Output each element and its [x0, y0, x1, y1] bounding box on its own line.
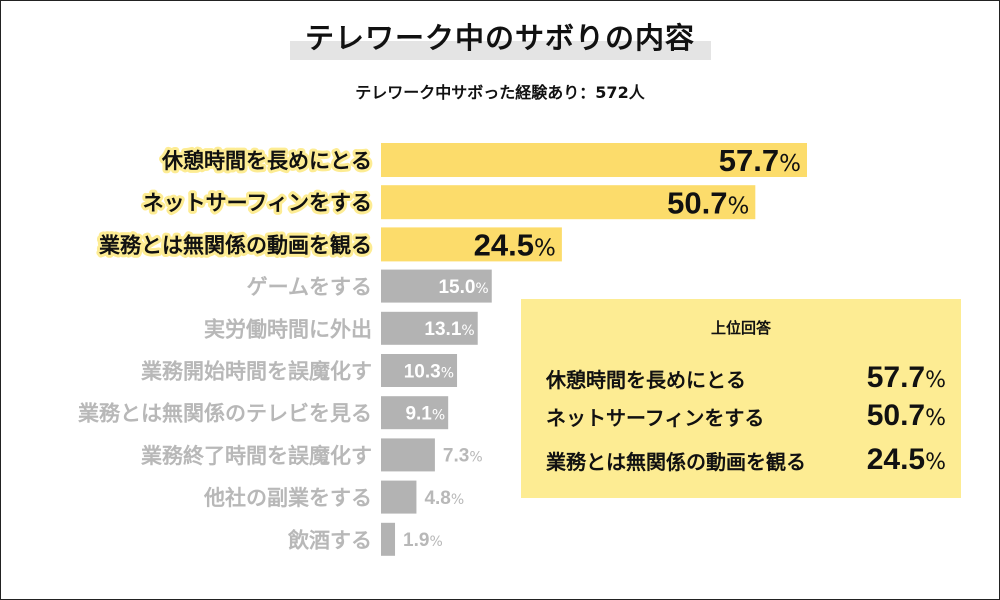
top-answer-label: 業務とは無関係の動画を観る: [546, 450, 806, 474]
value-unit: %: [451, 492, 464, 508]
top-answers-title: 上位回答: [710, 319, 771, 337]
value-number: 7.3: [443, 446, 469, 467]
top-answer-unit: %: [925, 406, 946, 431]
value-label: 57.7%: [719, 143, 801, 178]
value-label: 24.5%: [474, 228, 556, 263]
value-label: 7.3%: [443, 446, 483, 467]
chart-subtitle: テレワーク中サボった経験あり：572人: [355, 83, 645, 102]
bar: [381, 396, 449, 430]
bar: [381, 438, 435, 472]
top-answer-unit: %: [925, 450, 946, 475]
category-label: ネットサーフィンをする: [143, 191, 372, 215]
top-answer-value: 57.7%: [867, 361, 946, 395]
value-unit: %: [534, 236, 556, 262]
value-label: 4.8%: [424, 488, 464, 509]
value-number: 15.0: [438, 277, 475, 298]
value-number: 50.7: [667, 185, 727, 220]
bar: [381, 522, 396, 556]
category-label: 業務とは無関係の動画を観る: [99, 233, 372, 257]
top-answer-number: 57.7: [866, 361, 926, 394]
value-unit: %: [461, 323, 474, 339]
value-label: 15.0%: [438, 277, 488, 298]
bar: [381, 227, 562, 262]
category-label: 飲酒する: [287, 528, 372, 552]
bar: [381, 185, 756, 220]
value-number: 1.9: [403, 530, 429, 551]
category-label: 業務終了時間を誤魔化す: [141, 444, 372, 468]
top-answer-row: 業務とは無関係の動画を観る 24.5%: [546, 443, 946, 477]
bar: [381, 143, 807, 177]
top-answer-label: ネットサーフィンをする: [546, 406, 765, 430]
value-label: 1.9%: [403, 530, 443, 551]
value-unit: %: [779, 151, 801, 177]
bar: [381, 269, 492, 303]
top-answer-value: 50.7%: [867, 399, 946, 433]
category-label: 実労働時間に外出: [204, 317, 372, 341]
top-answer-row: ネットサーフィンをする 50.7%: [546, 399, 946, 433]
value-unit: %: [432, 408, 445, 424]
value-label: 50.7%: [667, 185, 749, 220]
value-number: 24.5: [474, 228, 534, 263]
value-unit: %: [469, 450, 482, 466]
top-answers-box: 上位回答 休憩時間を長めにとる 57.7% ネットサーフィンをする 50.7% …: [521, 299, 961, 498]
value-unit: %: [727, 193, 749, 219]
top-answer-unit: %: [925, 368, 946, 393]
value-number: 13.1: [424, 319, 461, 340]
value-number: 9.1: [405, 404, 432, 425]
category-label: 業務とは無関係のテレビを見る: [78, 402, 372, 426]
value-number: 4.8: [424, 488, 450, 509]
value-unit: %: [429, 534, 442, 550]
bar: [381, 480, 417, 514]
value-number: 10.3: [404, 361, 441, 382]
chart-title: テレワーク中のサボりの内容: [304, 21, 695, 55]
top-answer-number: 50.7: [866, 399, 926, 432]
value-unit: %: [441, 365, 454, 381]
value-label: 9.1%: [405, 404, 445, 425]
top-answer-row: 休憩時間を長めにとる 57.7%: [546, 361, 946, 395]
value-number: 57.7: [719, 143, 779, 178]
category-label: 休憩時間を長めにとる: [161, 149, 372, 173]
top-answer-value: 24.5%: [867, 443, 946, 477]
top-answer-number: 24.5: [866, 443, 926, 476]
category-label: ゲームをする: [247, 275, 372, 299]
category-label: 他社の副業をする: [203, 486, 372, 510]
bar: [381, 311, 478, 345]
bar: [381, 354, 458, 387]
category-label: 業務開始時間を誤魔化す: [141, 360, 372, 384]
value-label: 13.1%: [424, 319, 474, 340]
title-underline-band: [290, 41, 711, 60]
top-answer-label: 休憩時間を長めにとる: [546, 368, 746, 392]
value-unit: %: [475, 281, 488, 297]
value-label: 10.3%: [404, 361, 454, 382]
